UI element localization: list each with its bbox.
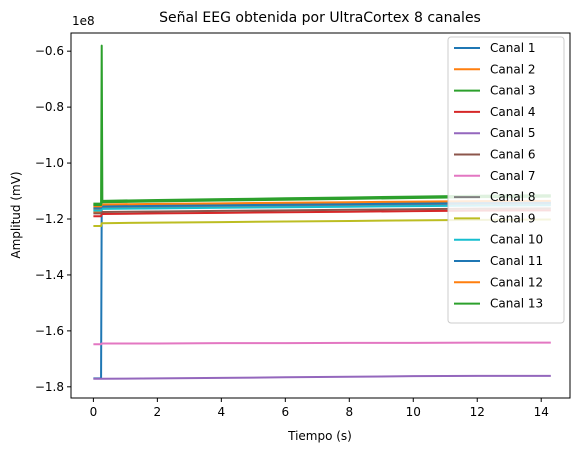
legend-label-3: Canal 3 [490, 84, 535, 98]
legend-label-5: Canal 5 [490, 126, 535, 140]
x-tick-label: 14 [534, 405, 549, 419]
y-axis: −0.6 −0.8 −1.0 −1.2 −1.4 −1.6 −1.8 [35, 44, 71, 394]
y-axis-label: Amplitud (mV) [9, 171, 23, 258]
x-tick-label: 4 [218, 405, 226, 419]
legend-label-10: Canal 10 [490, 233, 543, 247]
series-layer [93, 44, 551, 380]
x-axis: 0 2 4 6 8 10 12 14 [90, 398, 549, 419]
plot-frame [70, 32, 571, 399]
x-tick-label: 8 [345, 405, 353, 419]
x-tick-label: 2 [154, 405, 162, 419]
legend-label-12: Canal 12 [490, 275, 543, 289]
legend-label-13: Canal 13 [490, 297, 543, 311]
y-tick-label: −1.0 [35, 156, 64, 170]
legend-label-9: Canal 9 [490, 211, 535, 225]
y-tick-label: −0.8 [35, 100, 64, 114]
x-tick-label: 12 [470, 405, 485, 419]
legend: Canal 1 Canal 2 Canal 3 Canal 4 Canal 5 Canal… [447, 36, 565, 324]
x-axis-label: Tiempo (s) [287, 429, 352, 443]
series-line-13 [93, 195, 551, 207]
x-tick-label: 0 [90, 405, 98, 419]
series-line-10 [93, 204, 551, 212]
legend-frame [447, 36, 565, 324]
legend-label-1: Canal 1 [490, 41, 535, 55]
legend-label-11: Canal 11 [490, 254, 543, 268]
series-line-9 [93, 218, 551, 227]
y-tick-label: −1.8 [35, 380, 64, 394]
series-line-4 [93, 209, 551, 218]
legend-label-7: Canal 7 [490, 169, 535, 183]
legend-label-6: Canal 6 [490, 148, 535, 162]
x-tick-label: 6 [281, 405, 289, 419]
legend-label-4: Canal 4 [490, 105, 535, 119]
x-tick-label: 10 [406, 405, 421, 419]
chart-title: Señal EEG obtenida por UltraCortex 8 can… [159, 10, 481, 26]
y-offset-label: 1e8 [72, 14, 95, 28]
legend-label-2: Canal 2 [490, 62, 535, 76]
series-line-7 [93, 341, 551, 346]
y-tick-label: −1.6 [35, 324, 64, 338]
y-tick-label: −0.6 [35, 44, 64, 58]
series-line-5 [93, 374, 551, 380]
series-line-3 [93, 44, 551, 205]
y-tick-label: −1.2 [35, 212, 64, 226]
legend-label-8: Canal 8 [490, 190, 535, 204]
series-line-6 [93, 207, 551, 215]
y-tick-label: −1.4 [35, 268, 64, 282]
